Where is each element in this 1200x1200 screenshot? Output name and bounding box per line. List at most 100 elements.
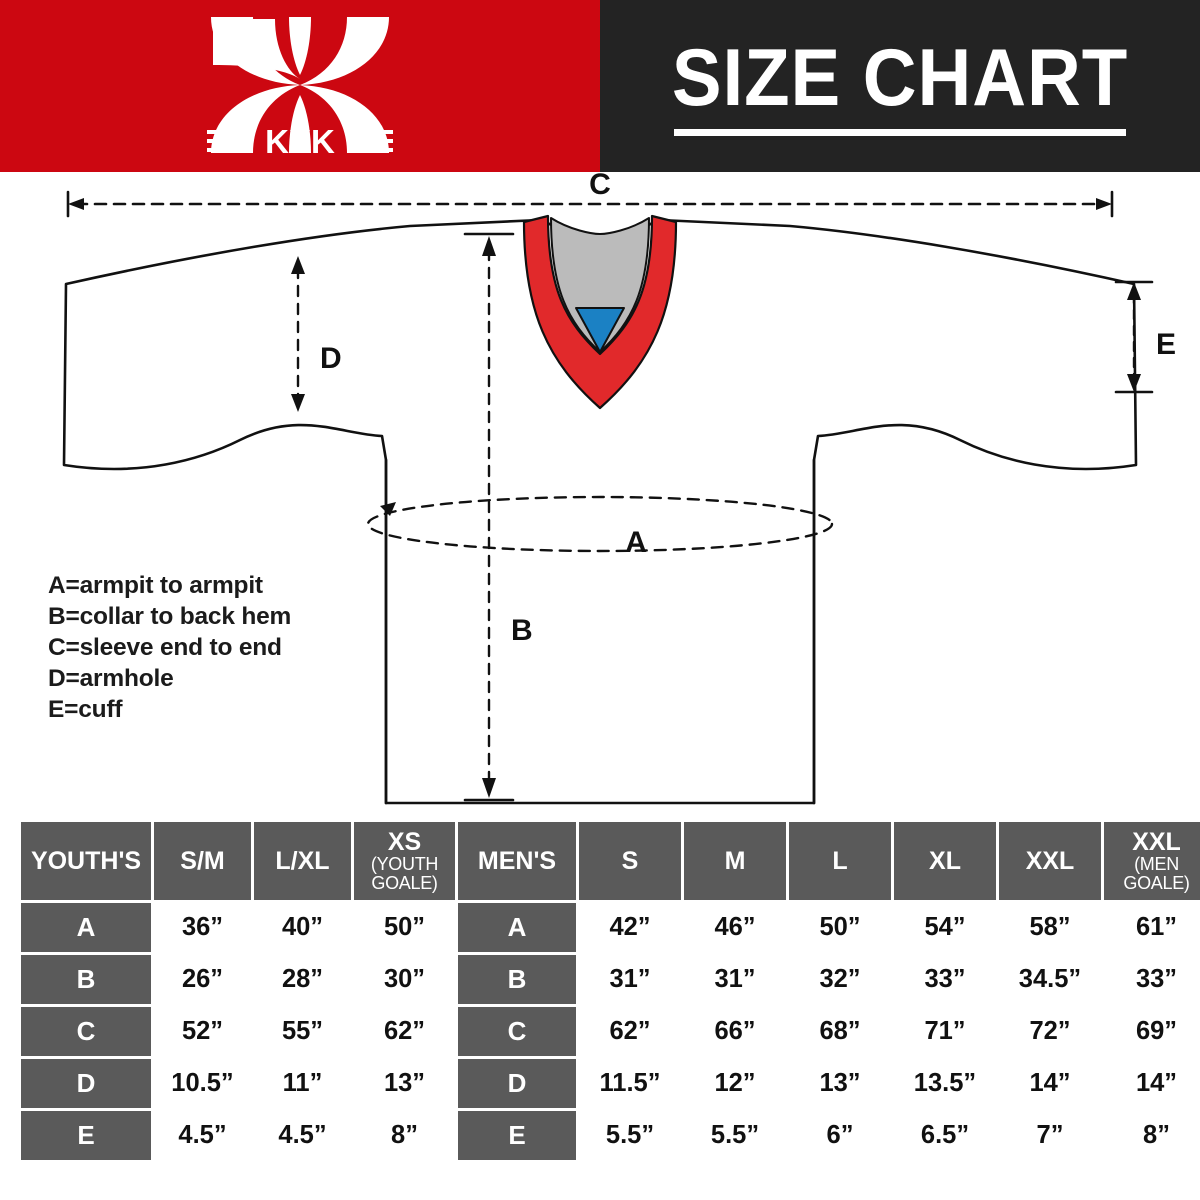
table-row: C 52” 55” 62” C 62” 66” 68” 71” 72” 69” <box>21 1007 1200 1056</box>
jersey-diagram: C D B A E A=armpit to armpit B=collar to… <box>0 172 1200 815</box>
table-column-header: XS (YOUTH GOALE) <box>354 822 455 900</box>
table-cell-value: 40” <box>254 903 351 952</box>
table-cell-value: 50” <box>354 903 455 952</box>
column-header-sublabel: (YOUTH GOALE) <box>370 854 439 893</box>
table-cell-value: 13.5” <box>894 1059 996 1108</box>
table-row-label: D <box>458 1059 576 1108</box>
table-cell-value: 5.5” <box>684 1111 786 1160</box>
table-row-label: E <box>21 1111 151 1160</box>
table-cell-value: 5.5” <box>579 1111 681 1160</box>
title-underline <box>674 128 1126 136</box>
column-header-label: XXL <box>1025 847 1075 875</box>
table-cell-value: 11” <box>254 1059 351 1108</box>
table-column-header: XXL <box>999 822 1101 900</box>
brand-wordmark: KXK <box>265 125 335 159</box>
column-header-label: XXL <box>1132 828 1181 857</box>
table-cell-value: 33” <box>1104 955 1200 1004</box>
legend-line-e: E=cuff <box>48 696 123 724</box>
table-cell-value: 30” <box>354 955 455 1004</box>
table-row-label: A <box>21 903 151 952</box>
table-row-label: C <box>458 1007 576 1056</box>
table-cell-value: 31” <box>579 955 681 1004</box>
table-cell-value: 14” <box>1104 1059 1200 1108</box>
table-cell-value: 28” <box>254 955 351 1004</box>
legend-line-c: C=sleeve end to end <box>48 634 282 662</box>
table-column-header: XL <box>894 822 996 900</box>
legend-line-a: A=armpit to armpit <box>48 572 263 599</box>
table-column-header: S <box>579 822 681 900</box>
column-header-label: L <box>832 847 848 875</box>
measurement-legend: A=armpit to armpit B=collar to back hem … <box>48 570 291 726</box>
table-column-header: M <box>684 822 786 900</box>
table-cell-value: 10.5” <box>154 1059 251 1108</box>
table-cell-value: 26” <box>154 955 251 1004</box>
callout-label-e: E <box>1156 328 1176 361</box>
table-cell-value: 12” <box>684 1059 786 1108</box>
table-row-label: C <box>21 1007 151 1056</box>
table-column-header: MEN'S <box>458 822 576 900</box>
table-header-row: YOUTH'S S/M L/XL XS (YOUTH GOALE) MEN'S S M L XL X… <box>21 822 1200 900</box>
column-header-label: XS <box>387 828 422 857</box>
table-cell-value: 6.5” <box>894 1111 996 1160</box>
callout-label-c: C <box>589 172 611 201</box>
column-header-sublabel: (MEN GOALE) <box>1123 854 1190 893</box>
column-header-label: MEN'S <box>477 847 557 875</box>
page-header: KXK SIZE CHART <box>0 0 1200 172</box>
size-chart-table: YOUTH'S S/M L/XL XS (YOUTH GOALE) MEN'S S M L XL X… <box>18 819 1200 1163</box>
table-cell-value: 13” <box>789 1059 891 1108</box>
table-cell-value: 66” <box>684 1007 786 1056</box>
table-cell-value: 62” <box>579 1007 681 1056</box>
column-header-label: L/XL <box>275 847 330 875</box>
column-header-label: YOUTH'S <box>30 847 142 875</box>
table-cell-value: 36” <box>154 903 251 952</box>
column-header-label: M <box>724 847 746 875</box>
table-column-header: S/M <box>154 822 251 900</box>
table-cell-value: 32” <box>789 955 891 1004</box>
table-row: B 26” 28” 30” B 31” 31” 32” 33” 34.5” 33” <box>21 955 1200 1004</box>
table-cell-value: 34.5” <box>999 955 1101 1004</box>
table-cell-value: 72” <box>999 1007 1101 1056</box>
table-row: E 4.5” 4.5” 8” E 5.5” 5.5” 6” 6.5” 7” 8” <box>21 1111 1200 1160</box>
table-cell-value: 52” <box>154 1007 251 1056</box>
table-cell-value: 11.5” <box>579 1059 681 1108</box>
table-row-label: D <box>21 1059 151 1108</box>
table-cell-value: 33” <box>894 955 996 1004</box>
table-cell-value: 71” <box>894 1007 996 1056</box>
table-cell-value: 14” <box>999 1059 1101 1108</box>
table-cell-value: 61” <box>1104 903 1200 952</box>
table-cell-value: 54” <box>894 903 996 952</box>
table-cell-value: 50” <box>789 903 891 952</box>
legend-line-b: B=collar to back hem <box>48 603 292 631</box>
table-row-label: E <box>458 1111 576 1160</box>
table-cell-value: 13” <box>354 1059 455 1108</box>
column-header-label: S <box>621 847 639 875</box>
table-cell-value: 8” <box>354 1111 455 1160</box>
table-cell-value: 4.5” <box>154 1111 251 1160</box>
table-cell-value: 55” <box>254 1007 351 1056</box>
table-body: A 36” 40” 50” A 42” 46” 50” 54” 58” 61” B 26” 28” 30” B… <box>21 903 1200 1160</box>
page-title: SIZE CHART <box>671 33 1129 124</box>
table-row-label: B <box>21 955 151 1004</box>
table-row: A 36” 40” 50” A 42” 46” 50” 54” 58” 61” <box>21 903 1200 952</box>
callout-label-d: D <box>320 342 342 375</box>
table-cell-value: 62” <box>354 1007 455 1056</box>
table-row-label: A <box>458 903 576 952</box>
kxk-x-logo-icon: KXK <box>205 13 395 161</box>
table-cell-value: 6” <box>789 1111 891 1160</box>
table-cell-value: 4.5” <box>254 1111 351 1160</box>
column-header-label: XL <box>929 847 961 875</box>
table-cell-value: 7” <box>999 1111 1101 1160</box>
callout-label-b: B <box>511 614 533 647</box>
table-cell-value: 42” <box>579 903 681 952</box>
table-column-header: YOUTH'S <box>21 822 151 900</box>
table-cell-value: 58” <box>999 903 1101 952</box>
column-header-label: S/M <box>180 847 225 875</box>
title-panel: SIZE CHART <box>600 0 1200 172</box>
table-row: D 10.5” 11” 13” D 11.5” 12” 13” 13.5” 14” 14” <box>21 1059 1200 1108</box>
table-cell-value: 69” <box>1104 1007 1200 1056</box>
table-column-header: L/XL <box>254 822 351 900</box>
table-cell-value: 46” <box>684 903 786 952</box>
brand-panel: KXK <box>0 0 600 172</box>
table-column-header: L <box>789 822 891 900</box>
table-cell-value: 8” <box>1104 1111 1200 1160</box>
